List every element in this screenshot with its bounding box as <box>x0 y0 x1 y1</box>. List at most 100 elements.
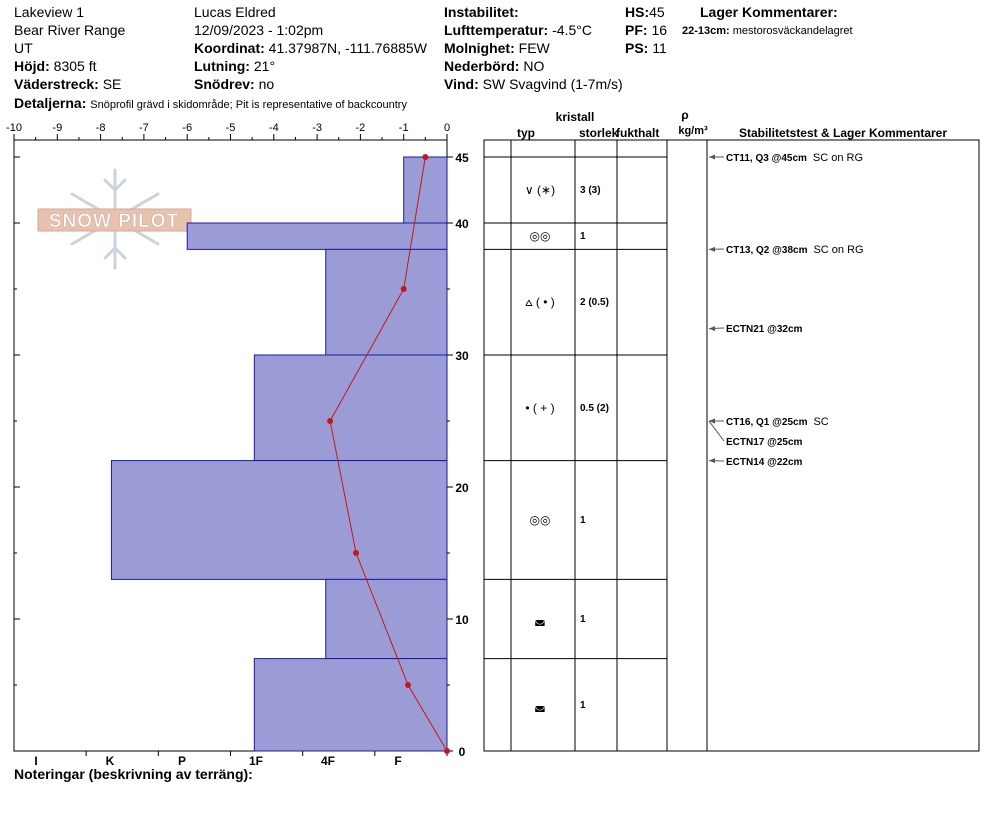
grain-type: • ( + ) <box>525 401 554 415</box>
col-type: typ <box>517 126 535 140</box>
height-tick-label: 10 <box>455 613 469 627</box>
stability-test: CT11, Q3 @45cm SC on RG <box>726 152 863 164</box>
hardness-label: I <box>34 754 37 768</box>
hardness-bar <box>253 354 448 462</box>
stability-test-label: CT13, Q2 @38cm <box>726 245 808 256</box>
temp-line <box>329 156 448 752</box>
stability-test: ECTN21 @32cm <box>726 324 803 335</box>
stability-arrow <box>709 154 715 160</box>
stability-test-comment: SC on RG <box>813 152 863 164</box>
hardness-label: 1F <box>249 754 263 768</box>
sky-value: FEW <box>518 40 550 56</box>
temp-tick-label: -1 <box>399 122 409 134</box>
ps-row: PS: 11 <box>625 40 667 56</box>
sky-row: Molnighet: FEW <box>444 40 550 56</box>
hardness-bar <box>325 578 448 660</box>
grain-type: ◎◎ <box>530 513 551 527</box>
wind-loading-label: Snödrev: <box>194 76 255 92</box>
temperature-profile <box>327 154 450 754</box>
sky-label: Molnighet: <box>444 40 515 56</box>
temp-point <box>405 682 412 688</box>
col-density-unit: kg/m³ <box>678 125 708 137</box>
grain-size: 0.5 (2) <box>580 403 609 414</box>
air-temp-value: -4.5°C <box>552 22 592 38</box>
wind-row: Vind: SW Svagvind (1-7m/s) <box>444 76 623 92</box>
layer-comment-row: 22-13cm: mestorosväckandelagret <box>682 25 853 38</box>
grain-size: 2 (0.5) <box>580 297 609 308</box>
height-tick-label: 0 <box>459 745 466 759</box>
temp-tick-label: -8 <box>96 122 106 134</box>
pf-row: PF: 16 <box>625 22 667 38</box>
col-stability: Stabilitetstest & Lager Kommentarer <box>739 126 947 140</box>
stability-test-comment: SC on RG <box>813 244 863 256</box>
snowpilot-logo: SNOW PILOT <box>37 168 192 270</box>
grain-size: 1 <box>580 231 586 242</box>
temp-point <box>422 154 429 160</box>
temp-tick-label: -3 <box>312 122 322 134</box>
hardness-bar <box>253 658 448 752</box>
hardness-bar <box>325 248 448 356</box>
hardness-bar <box>403 156 448 224</box>
stability-arrow <box>709 458 715 464</box>
air-temp-row: Lufttemperatur: -4.5°C <box>444 22 592 38</box>
air-temp-label: Lufttemperatur: <box>444 22 549 38</box>
stability-leader <box>708 420 725 442</box>
details-value: Snöprofil grävd i skidområde; Pit is rep… <box>90 99 407 111</box>
height-axis: 0 10 20 30 40 45 <box>14 151 469 759</box>
layer-comment-text: mestorosväckandelagret <box>732 25 853 37</box>
temp-point <box>353 550 360 556</box>
stability-test-label: ECTN17 @25cm <box>726 437 803 448</box>
col-size: storlek <box>579 126 619 140</box>
instability-label: Instabilitet: <box>444 4 519 20</box>
stability-test-comment: SC <box>813 416 828 428</box>
ps-value: 11 <box>652 40 667 56</box>
layer-comments-label: Lager Kommentarer: <box>700 4 838 20</box>
hardness-bar <box>186 222 448 250</box>
hs-row: HS:45 <box>625 4 665 20</box>
temp-tick-label: -4 <box>269 122 279 134</box>
grain-type: ◎◎ <box>530 229 551 243</box>
stability-tests: CT11, Q3 @45cm SC on RG CT13, Q2 @38cm SC o… <box>708 152 864 468</box>
observer-name: Lucas Eldred <box>194 4 276 20</box>
hs-label: HS: <box>625 4 650 20</box>
state: UT <box>14 40 33 56</box>
location-name: Lakeview 1 <box>14 4 85 20</box>
grain-size: 1 <box>580 515 586 526</box>
temp-tick-label: -9 <box>52 122 62 134</box>
slope-value: 21° <box>253 58 276 74</box>
precip-value: NO <box>523 58 545 74</box>
grain-size: 1 <box>580 614 586 625</box>
logo-text: SNOW PILOT <box>49 211 179 232</box>
elevation-value: 8305 ft <box>53 58 97 74</box>
stability-test: CT13, Q2 @38cm SC on RG <box>726 244 864 256</box>
hardness-label: 4F <box>321 754 335 768</box>
grain-size: 3 (3) <box>580 185 601 196</box>
stability-test-label: ECTN21 @32cm <box>726 324 803 335</box>
grain-type: ∨ (∗) <box>525 183 555 197</box>
wind-value: SW Svagvind (1-7m/s) <box>482 76 623 92</box>
height-tick-label: 30 <box>455 349 469 363</box>
ps-label: PS: <box>625 40 649 56</box>
temp-point <box>327 418 334 424</box>
layer-table-frame <box>483 139 980 752</box>
coordinate-row: Koordinat: 41.37987N, -111.76885W <box>194 40 427 56</box>
stability-test-label: CT11, Q3 @45cm <box>726 153 807 164</box>
pf-label: PF: <box>625 22 648 38</box>
stability-arrow <box>709 418 715 424</box>
coordinate-label: Koordinat: <box>194 40 265 56</box>
coordinate-value: 41.37987N, -111.76885W <box>268 40 427 56</box>
hardness-label: P <box>178 754 186 768</box>
hardness-bar <box>110 460 448 580</box>
details-row: Detaljerna: Snöprofil grävd i skidområde… <box>14 95 407 112</box>
temp-tick-label: 0 <box>444 122 450 134</box>
hardness-axis: I K P 1F 4F F <box>34 751 448 768</box>
stability-test-label: CT16, Q1 @25cm <box>726 417 808 428</box>
stability-arrow <box>709 326 715 332</box>
height-tick-label: 20 <box>455 481 469 495</box>
col-rho: ρ <box>681 108 688 122</box>
temp-point <box>400 286 407 292</box>
col-moisture: fukthalt <box>616 126 659 140</box>
height-tick-label: 45 <box>455 151 469 165</box>
hardness-label: F <box>394 754 401 768</box>
col-crystal: kristall <box>556 110 595 124</box>
